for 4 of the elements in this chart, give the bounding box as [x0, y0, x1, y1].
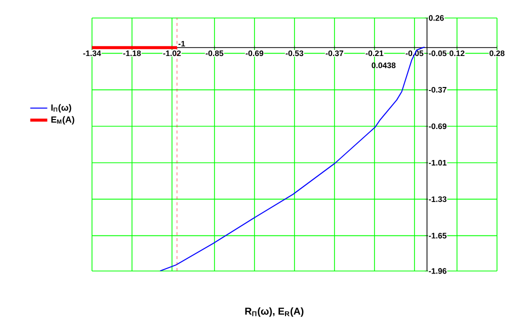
legend-label: I$_{П}$(ω) — [51, 104, 72, 113]
legend-label: E$_{M}$(A) — [51, 116, 74, 124]
x-axis-title: R$_{П}$(ω), E$_{R}$(A) — [245, 307, 304, 317]
line-series — [160, 46, 426, 271]
